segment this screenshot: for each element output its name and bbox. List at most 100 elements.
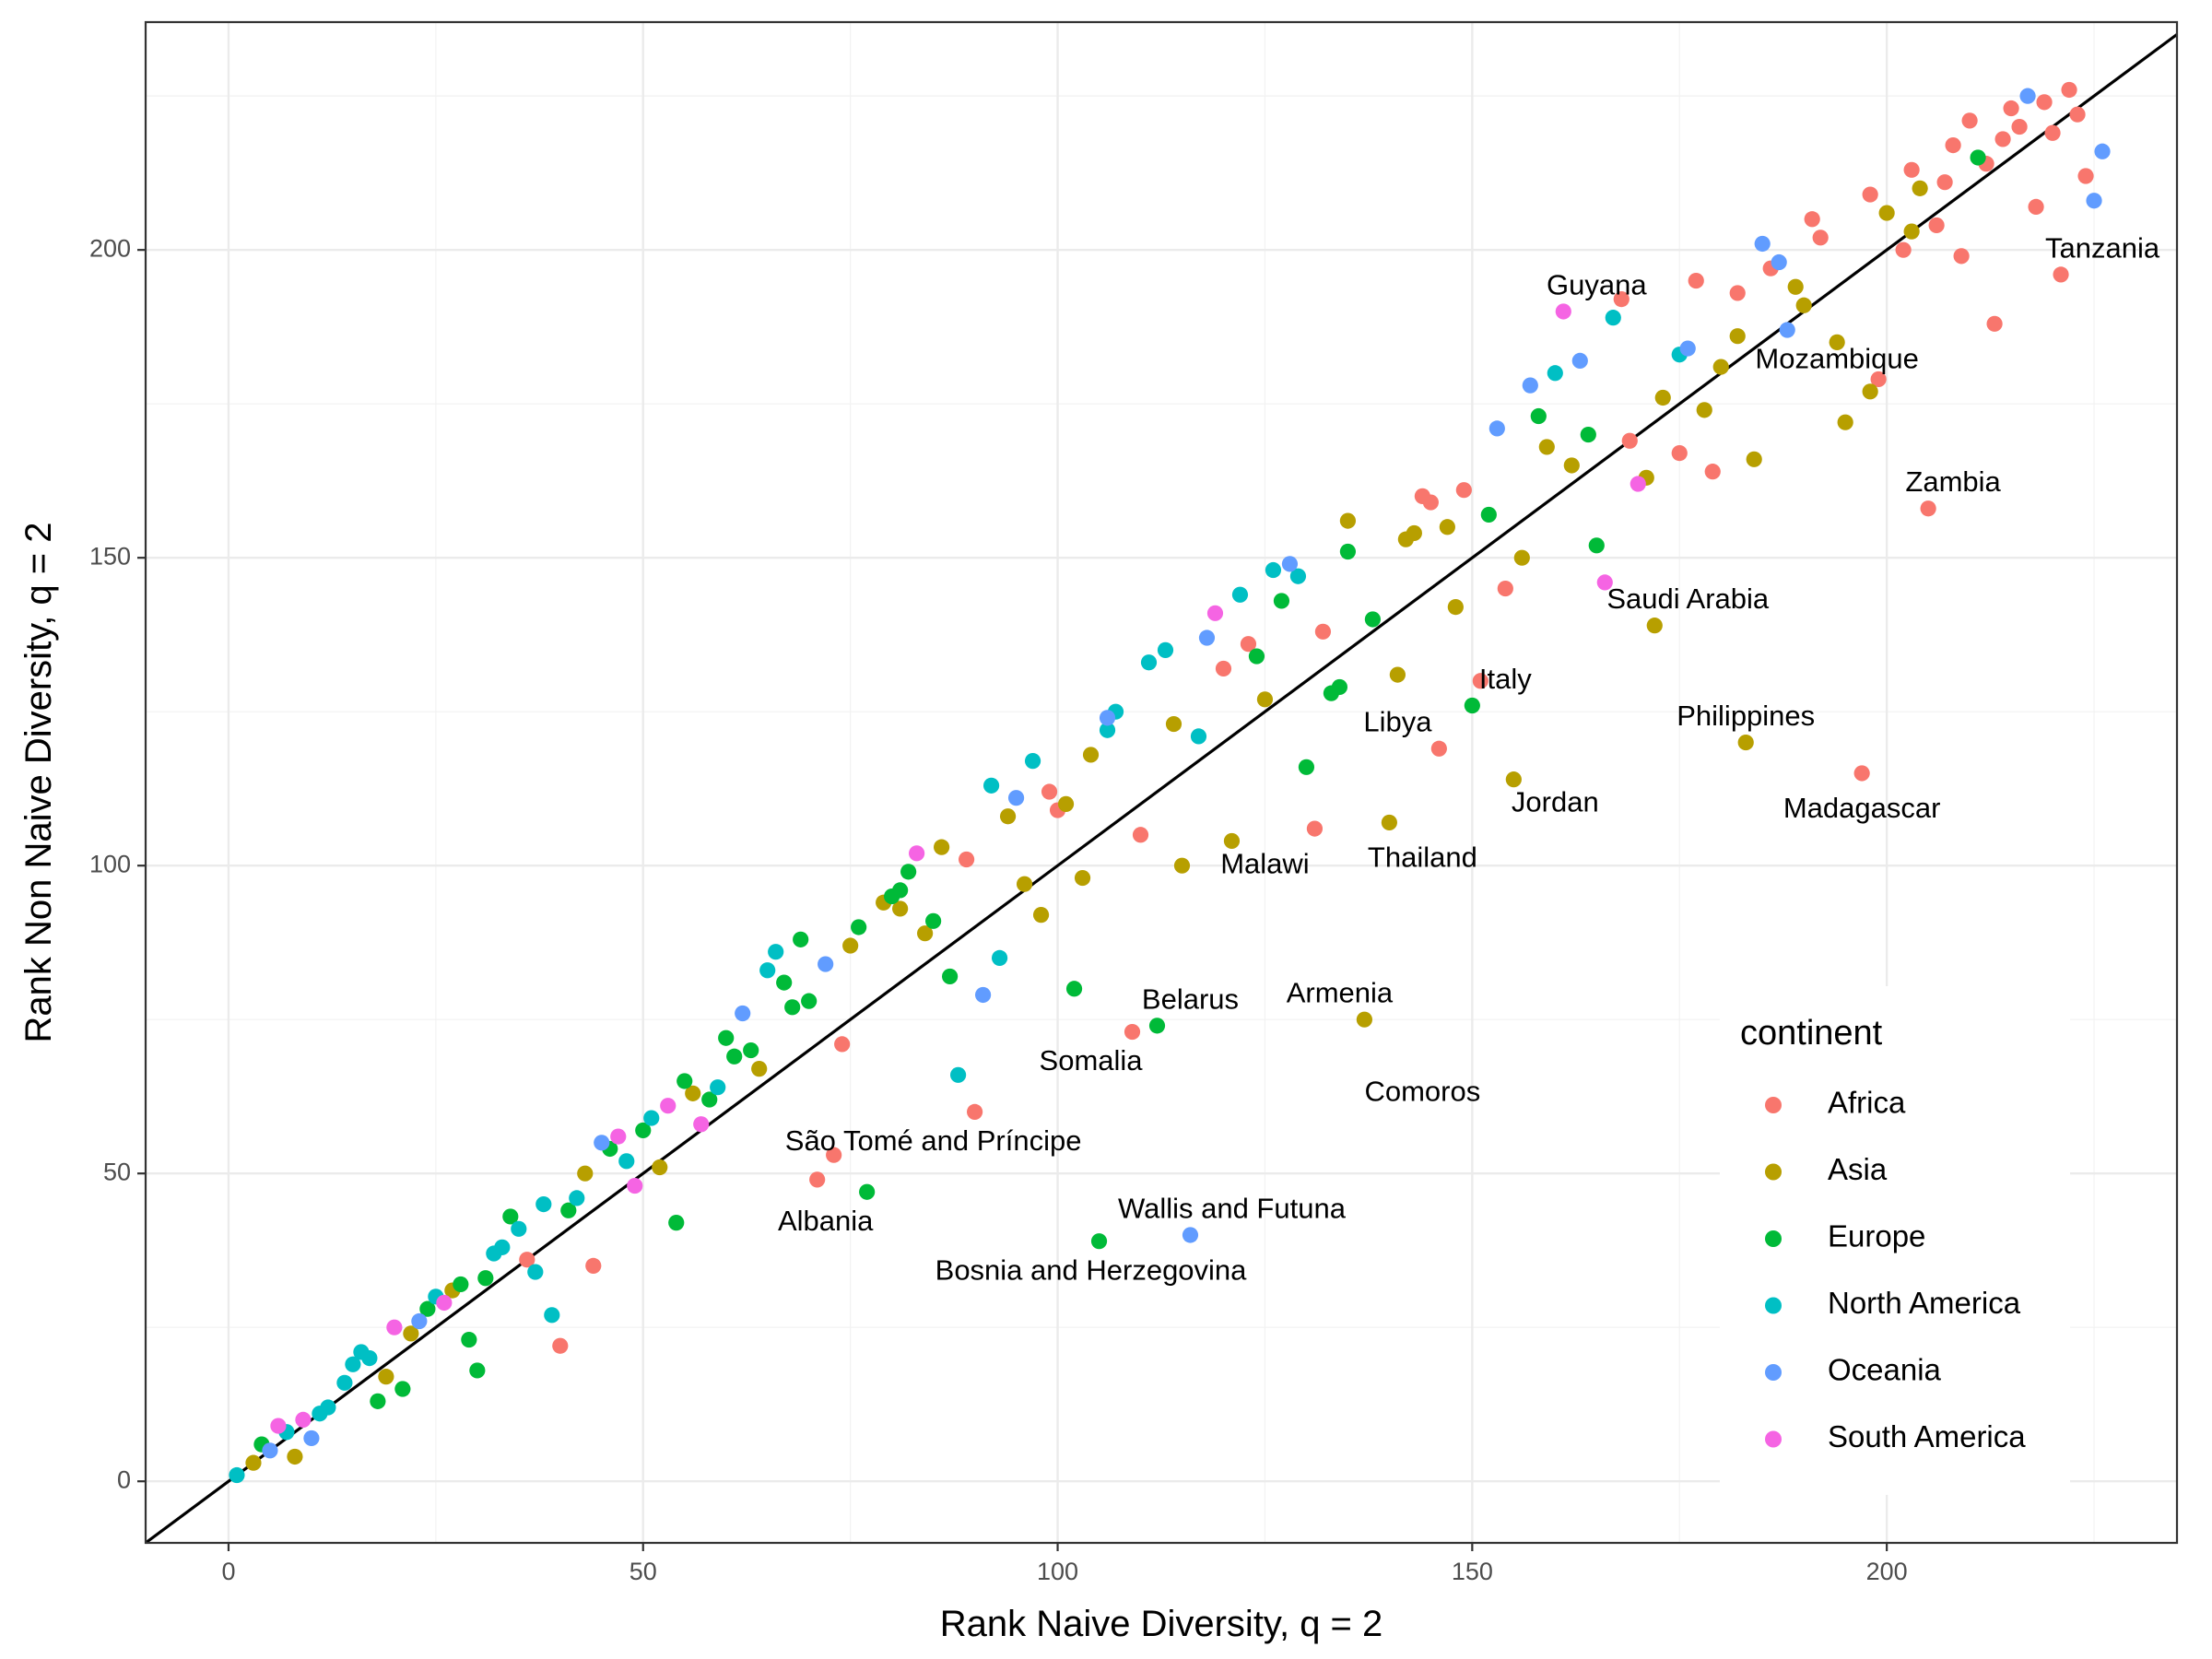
data-point [1339, 543, 1357, 560]
data-point [1331, 678, 1348, 696]
data-point [751, 1061, 768, 1077]
data-point [2028, 198, 2044, 216]
data-point [999, 808, 1017, 825]
data-point [991, 949, 1008, 966]
legend-key [1765, 1364, 1782, 1381]
legend-key [1765, 1163, 1782, 1181]
legend-label: Oceania [1828, 1353, 1942, 1387]
data-point [942, 968, 959, 985]
data-point [1538, 439, 1555, 455]
data-point [552, 1337, 569, 1354]
data-point [378, 1369, 394, 1385]
data-point [436, 1294, 453, 1312]
annotation-armenia: Armenia [1287, 977, 1394, 1009]
data-point [1746, 451, 1762, 467]
data-point [1679, 340, 1696, 357]
legend-key [1765, 1297, 1782, 1314]
legend-item-north-america: North America [1765, 1286, 2021, 1320]
data-point [394, 1381, 411, 1397]
annotation-belarus: Belarus [1142, 982, 1239, 1015]
data-point [1339, 512, 1357, 529]
data-point [1057, 795, 1075, 812]
data-point [974, 986, 992, 1004]
data-point [303, 1430, 320, 1447]
data-point [2019, 88, 2036, 104]
annotation-wallis-and-futuna: Wallis and Futuna [1118, 1192, 1347, 1224]
data-point [2011, 118, 2028, 135]
data-point [1729, 328, 1746, 345]
data-point [2003, 100, 2019, 117]
data-point [668, 1215, 685, 1231]
data-point [1970, 149, 1986, 166]
data-point [892, 900, 909, 917]
data-point [685, 1085, 701, 1101]
data-point [1729, 285, 1746, 301]
data-point [1032, 907, 1050, 924]
legend-label: Asia [1828, 1152, 1888, 1186]
data-point [1455, 482, 1472, 499]
x-tick-label: 50 [629, 1558, 657, 1585]
data-point [809, 1171, 826, 1188]
data-point [1945, 137, 1961, 154]
legend-label: Africa [1828, 1086, 1906, 1120]
data-point [1862, 383, 1878, 400]
annotation-madagascar: Madagascar [1783, 792, 1941, 824]
data-point [262, 1442, 278, 1459]
data-point [386, 1319, 403, 1335]
legend-item-asia: Asia [1765, 1152, 1888, 1186]
data-point [1712, 359, 1729, 375]
data-point [1173, 857, 1191, 874]
data-point [1132, 827, 1149, 843]
data-point [1430, 740, 1447, 757]
data-point [1837, 414, 1853, 430]
axis-ticks: 0 50 100 150 200 0 50 100 150 200 [89, 234, 1908, 1585]
series-oceania [262, 88, 2111, 1459]
annotation-thailand: Thailand [1368, 841, 1477, 874]
data-point [477, 1270, 494, 1287]
data-point [2069, 106, 2086, 123]
annotation-libya: Libya [1363, 706, 1432, 738]
data-point [1530, 407, 1547, 425]
x-tick-label: 200 [1866, 1558, 1908, 1585]
legend-key [1765, 1230, 1782, 1247]
data-point [1422, 494, 1439, 511]
data-point [1381, 814, 1397, 831]
data-point [1090, 1233, 1108, 1250]
data-point [743, 1041, 759, 1059]
data-point [1223, 832, 1241, 850]
data-point [610, 1128, 627, 1145]
data-point [1198, 629, 1216, 646]
data-point [1654, 389, 1671, 406]
data-point [1986, 315, 2003, 332]
data-point [403, 1325, 419, 1342]
data-point [1688, 272, 1704, 289]
data-point [1903, 161, 1920, 178]
data-point [1265, 561, 1282, 579]
data-point [494, 1239, 511, 1255]
annotation-jordan: Jordan [1512, 786, 1599, 818]
data-point [2053, 266, 2069, 283]
series-asia [245, 180, 1928, 1471]
data-point [677, 1073, 693, 1089]
data-point [535, 1195, 552, 1213]
data-point [1936, 174, 1953, 191]
data-point [1613, 291, 1630, 308]
data-point [1389, 666, 1406, 683]
x-axis-title: Rank Naive Diversity, q = 2 [940, 1604, 1383, 1644]
data-point [245, 1454, 262, 1471]
y-tick-label: 50 [103, 1158, 131, 1185]
data-point [1289, 568, 1307, 584]
data-point [1588, 537, 1605, 554]
data-point [859, 1183, 876, 1200]
annotation-zambia: Zambia [1905, 465, 2001, 498]
legend-key [1765, 1430, 1782, 1448]
legend: continent Africa Asia Europe North America O… [1720, 986, 2070, 1495]
data-point [1787, 278, 1804, 295]
data-point [1256, 691, 1274, 708]
data-point [701, 1091, 718, 1108]
data-point [1513, 549, 1530, 566]
annotation-philippines: Philippines [1677, 700, 1815, 732]
data-point [544, 1307, 560, 1324]
data-point [726, 1048, 743, 1065]
